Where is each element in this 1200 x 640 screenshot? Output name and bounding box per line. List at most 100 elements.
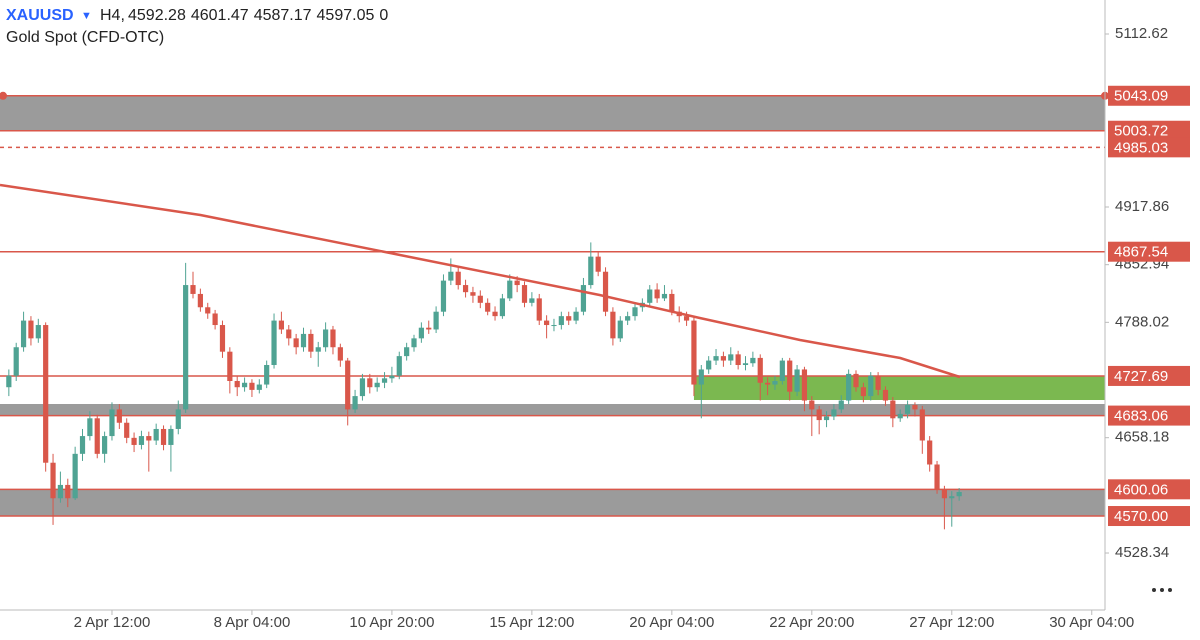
quote-value: 4592.28 bbox=[128, 7, 186, 24]
candle-body bbox=[57, 484, 64, 499]
candle-body bbox=[153, 428, 159, 441]
candle-body bbox=[632, 307, 638, 317]
zone bbox=[0, 404, 1105, 416]
quote: H4, 4592.28 4601.47 4587.17 4597.05 0 bbox=[100, 7, 388, 24]
candle-body bbox=[949, 496, 955, 499]
candle-body bbox=[300, 333, 307, 348]
candle-body bbox=[278, 320, 285, 330]
candle-body bbox=[175, 409, 181, 429]
candle-body bbox=[706, 360, 712, 370]
candle-body bbox=[492, 311, 498, 317]
candle-body bbox=[293, 338, 299, 348]
candle-body bbox=[359, 378, 366, 397]
candle-body bbox=[109, 409, 115, 437]
candle-body bbox=[35, 325, 41, 339]
dot bbox=[1160, 588, 1164, 592]
candle-body bbox=[168, 428, 174, 445]
candle-body bbox=[625, 316, 631, 321]
candle-body bbox=[779, 360, 785, 381]
candle-body bbox=[860, 387, 866, 397]
candle-body bbox=[124, 422, 130, 438]
candle-body bbox=[897, 413, 903, 419]
candle-body bbox=[448, 271, 454, 281]
candle-body bbox=[418, 327, 424, 339]
moving-average bbox=[0, 183, 961, 379]
candle-body bbox=[43, 325, 49, 463]
candle-body bbox=[404, 347, 410, 357]
candle-body bbox=[831, 409, 837, 417]
candle-body bbox=[234, 380, 240, 388]
candle-body bbox=[691, 320, 697, 385]
candle-body bbox=[507, 280, 513, 299]
candle-body bbox=[573, 311, 579, 321]
candle-body bbox=[602, 271, 609, 312]
x-tick-label: 27 Apr 12:00 bbox=[909, 614, 994, 631]
candle-body bbox=[160, 428, 167, 445]
candle-body bbox=[352, 396, 358, 410]
candle-body bbox=[669, 293, 675, 312]
level-label: 5003.72 bbox=[1114, 123, 1168, 140]
candle-body bbox=[794, 369, 800, 392]
candle-body bbox=[588, 256, 594, 286]
candle-body bbox=[912, 404, 918, 410]
candle-body bbox=[13, 347, 19, 376]
symbol[interactable]: XAUUSD bbox=[6, 7, 74, 24]
candle-body bbox=[919, 409, 925, 441]
quote-value: 4597.05 bbox=[317, 7, 375, 24]
candle-body bbox=[720, 356, 727, 361]
candle-body bbox=[50, 462, 56, 499]
candle-body bbox=[205, 307, 211, 314]
dot bbox=[1152, 588, 1156, 592]
candle-body bbox=[750, 357, 756, 364]
symbol-dropdown[interactable]: ▼ bbox=[81, 10, 92, 22]
level-label: 4727.69 bbox=[1114, 368, 1168, 385]
candle-body bbox=[904, 404, 911, 414]
candle-body bbox=[190, 285, 196, 294]
candle-body bbox=[102, 436, 108, 454]
x-tick-label: 2 Apr 12:00 bbox=[74, 614, 151, 631]
candle-body bbox=[72, 453, 78, 499]
more-button[interactable] bbox=[1152, 588, 1172, 592]
candle-body bbox=[617, 320, 623, 339]
candle-body bbox=[823, 416, 830, 421]
y-tick-label: 5112.62 bbox=[1115, 25, 1168, 42]
candle-body bbox=[683, 316, 690, 321]
candle-body bbox=[882, 389, 889, 401]
candle-body bbox=[389, 375, 395, 379]
level-handle bbox=[0, 91, 7, 100]
candle-body bbox=[337, 347, 343, 361]
level-label-box bbox=[1108, 120, 1190, 141]
candle-body bbox=[271, 320, 277, 366]
candles bbox=[6, 242, 962, 530]
candle-body bbox=[65, 484, 71, 499]
candle-body bbox=[661, 293, 668, 299]
level-label: 4600.06 bbox=[1114, 481, 1168, 498]
candle-body bbox=[79, 436, 86, 454]
candle-body bbox=[499, 298, 506, 317]
candle-body bbox=[890, 400, 896, 419]
candle-body bbox=[941, 489, 948, 499]
candle-body bbox=[529, 298, 535, 303]
level-label-box bbox=[1108, 85, 1190, 106]
candle-body bbox=[765, 382, 771, 385]
x-tick-label: 8 Apr 04:00 bbox=[214, 614, 291, 631]
axes: 5112.624917.864852.944788.024658.184528.… bbox=[74, 25, 1190, 631]
y-tick-label: 4658.18 bbox=[1115, 429, 1169, 446]
dot bbox=[1168, 588, 1172, 592]
zone bbox=[693, 375, 1105, 401]
candle-body bbox=[146, 436, 152, 441]
candle-body bbox=[934, 464, 940, 490]
candle-body bbox=[94, 418, 100, 454]
candle-body bbox=[28, 320, 34, 339]
candle-body bbox=[536, 298, 542, 321]
level-label: 4867.54 bbox=[1114, 244, 1168, 261]
candle-body bbox=[227, 351, 233, 381]
zones bbox=[0, 95, 1105, 517]
candle-body bbox=[610, 311, 616, 339]
candle-body bbox=[367, 378, 373, 388]
candle-body bbox=[566, 316, 572, 321]
candle-body bbox=[131, 437, 137, 445]
candle-body bbox=[20, 320, 27, 348]
level-label: 4570.00 bbox=[1114, 508, 1168, 525]
